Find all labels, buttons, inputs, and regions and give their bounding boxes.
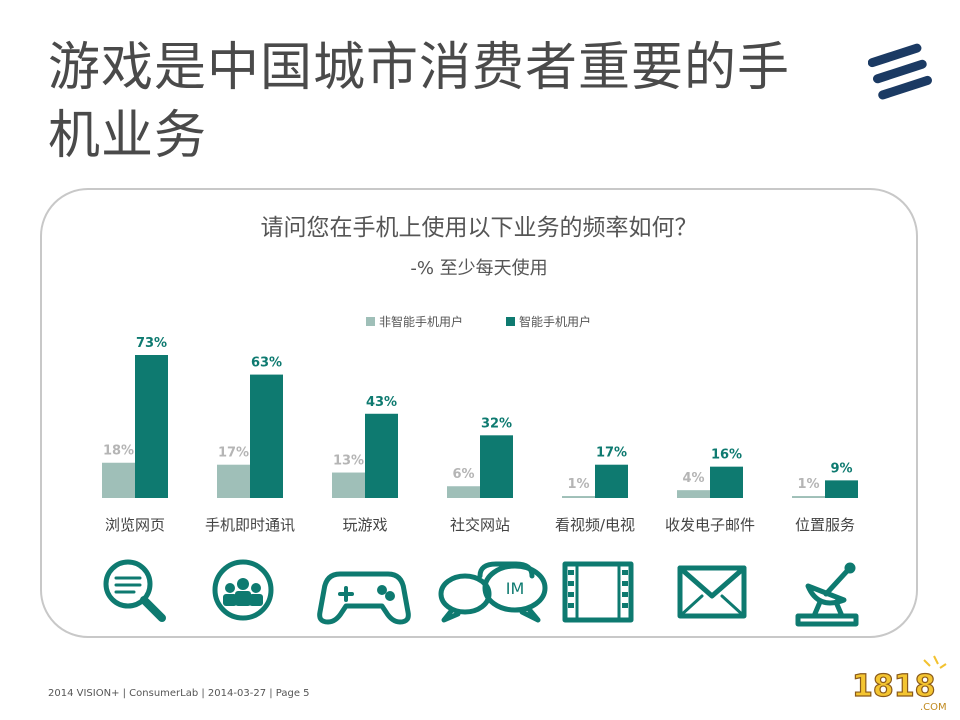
bar-chart: 非智能手机用户 智能手机用户 18%73%17%63%13%43%6%32%1%1… [102,314,858,534]
legend-swatch [366,317,375,326]
data-label: 6% [452,467,474,482]
category-label: 看视频/电视 [555,516,635,534]
data-label: 1% [797,477,819,492]
chart-bars: 18% 73% 17% 63% 13% 43% 6% 32% 1% 17% 4% 16% 1% 9% [102,336,858,498]
bar [135,355,168,498]
service-icons: IM [103,559,859,627]
category-label: 收发电子邮件 [665,516,755,534]
gamepad-icon [317,571,411,625]
footer-text: 2014 VISION+ | ConsumerLab | 2014-03-27 … [48,688,310,699]
envelope-icon [677,565,747,619]
bar [102,462,135,498]
data-label: 18% [103,444,134,459]
data-label: 4% [682,471,704,486]
data-label: 32% [481,416,512,431]
legend-label: 智能手机用户 [519,314,591,329]
bar [562,496,595,498]
watermark-text: 1818 [852,669,936,704]
data-label: 9% [830,461,852,476]
chart-legend: 非智能手机用户 智能手机用户 [366,314,591,329]
chart-card [40,188,918,638]
bar [250,374,283,498]
data-label: 17% [596,446,627,461]
bar [332,472,365,498]
category-label: 浏览网页 [105,516,165,534]
legend-swatch [506,317,515,326]
bar [825,480,858,498]
chat-bubbles-icon: IM [438,561,548,623]
category-label: 手机即时通讯 [205,516,295,534]
data-label: 73% [136,336,167,351]
category-label: 位置服务 [795,516,855,534]
bar [710,466,743,498]
watermark-logo: 1818 .COM [851,655,947,713]
data-label: 63% [251,356,282,371]
data-label: 1% [567,477,589,492]
ericsson-logo-icon [868,43,932,100]
slide-title: 游戏是中国城市消费者重要的手机业务 [48,38,791,166]
chart-subtitle: -% 至少每天使用 [410,258,548,279]
film-strip-icon [562,561,634,623]
bar [365,413,398,498]
category-label: 社交网站 [450,516,510,534]
bar [480,435,513,498]
watermark-sub: .COM [920,702,947,713]
bar [677,490,710,498]
people-group-icon [212,559,274,621]
data-label: 17% [218,446,249,461]
chat-im-label: IM [506,579,525,598]
satellite-dish-icon [795,562,859,627]
bar [447,486,480,498]
bar [595,464,628,498]
category-label: 玩游戏 [342,516,387,534]
data-label: 43% [366,395,397,410]
data-label: 16% [711,448,742,463]
magnifier-icon [103,559,166,622]
data-label: 13% [333,454,364,469]
bar [217,464,250,498]
category-labels: 浏览网页 手机即时通讯 玩游戏 社交网站 看视频/电视 收发电子邮件 位置服务 [105,516,855,534]
legend-label: 非智能手机用户 [379,314,463,329]
bar [792,496,825,498]
chart-title: 请问您在手机上使用以下业务的频率如何？ [260,215,698,241]
